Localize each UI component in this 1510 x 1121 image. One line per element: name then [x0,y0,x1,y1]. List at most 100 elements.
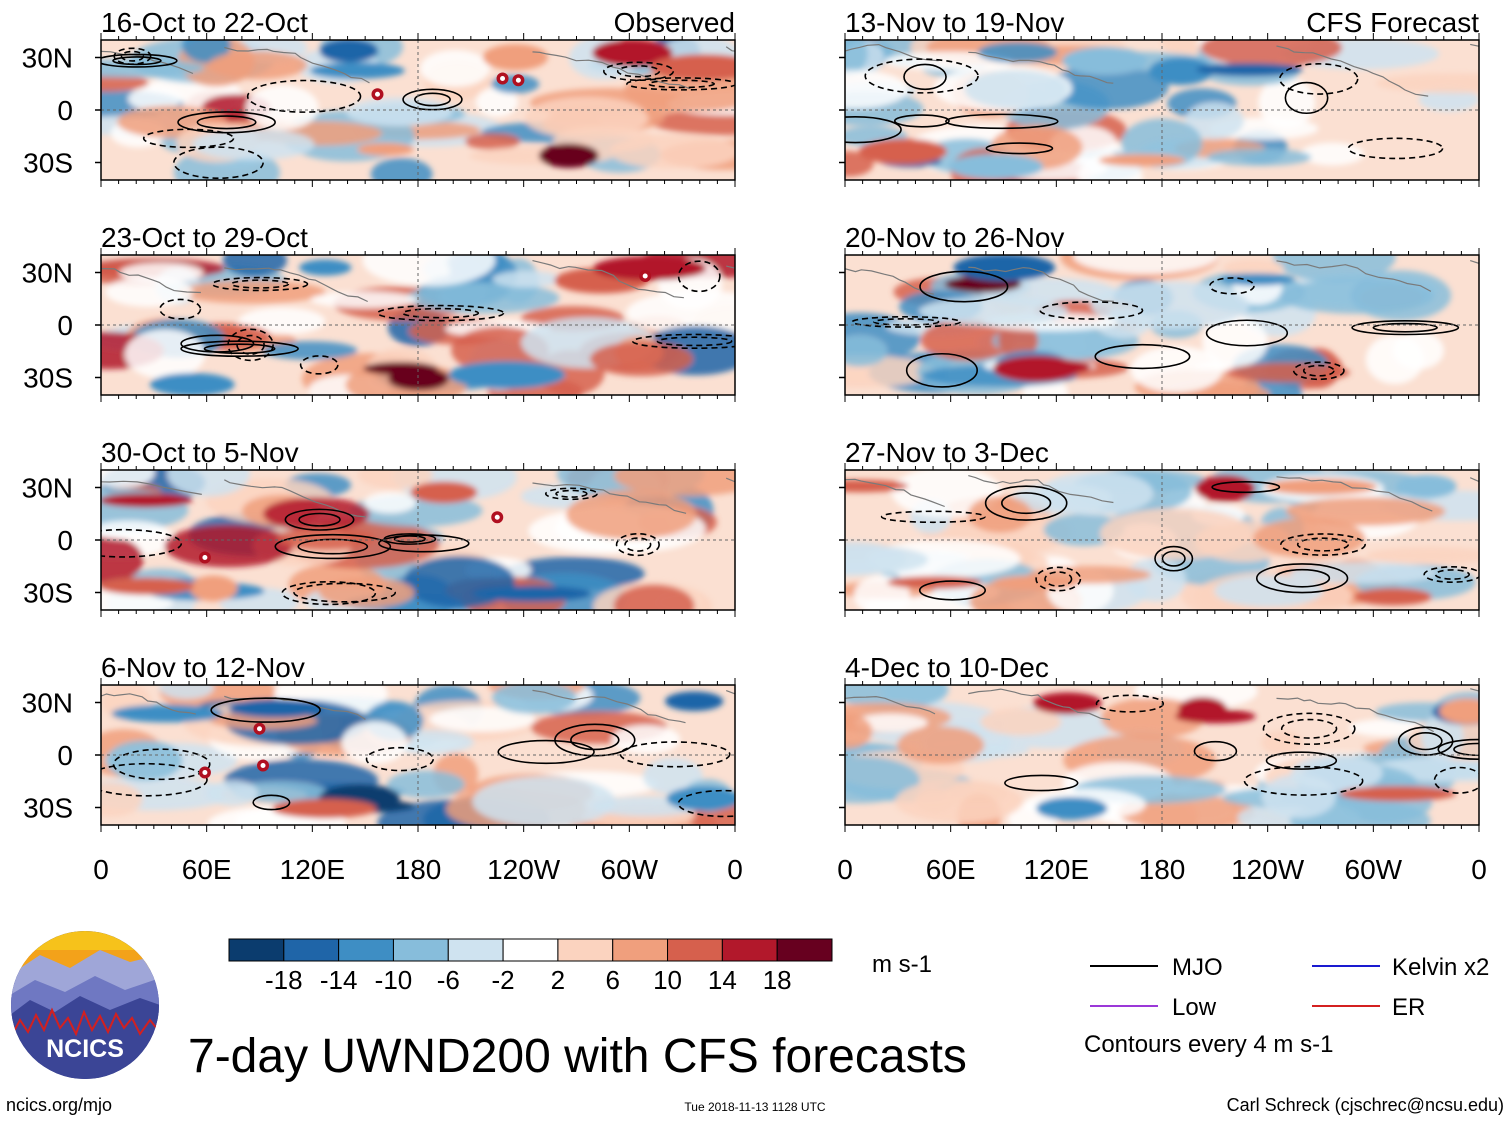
wind-patch [977,41,1058,63]
wind-patch [650,108,735,136]
map-panel: 27-Nov to 3-Dec [839,437,1480,617]
colorbar-swatch [612,938,669,962]
wind-patch [192,128,315,161]
wind-patch [370,158,433,180]
coastlines [845,688,1479,733]
timestamp: Tue 2018-11-13 1128 UTC [684,1100,826,1114]
colorbar-swatch [776,938,833,962]
mjo-contours [880,481,1479,601]
jet-core [650,54,735,81]
contour [297,538,369,555]
contour [905,352,978,388]
jet-core [665,691,724,711]
contour [1280,533,1366,556]
contour [1274,568,1331,588]
jet-core [948,154,1044,179]
x-tick-label: 0 [727,854,743,885]
y-tick-label: 0 [57,95,73,126]
jet-core [410,481,478,504]
legend-label-mjo: MJO [1172,954,1223,981]
colorbar-label: -14 [320,965,358,995]
wind-patch [1261,774,1337,819]
contour [616,65,661,78]
wind-patch [101,73,149,92]
colorbar-swatch [447,938,504,962]
wind-patch [101,520,166,540]
colorbar: -18 -14 -10 -6 -2 2 6 10 14 18 [228,938,833,995]
legend: MJO Kelvin x2 Low ER Contours every 4 m … [1084,954,1489,1058]
contour [298,512,341,527]
wind-patch [1366,546,1479,565]
colorbar-label: -18 [265,965,303,995]
wind-patch [566,489,697,540]
contour [497,739,595,765]
contour [211,276,309,292]
contour [281,580,377,606]
wind-patch [1223,259,1284,277]
wind-patch [101,536,144,584]
wind-patch [1202,316,1268,368]
contour [631,333,735,350]
wind-patch [845,713,873,749]
contour [376,304,505,322]
contour [919,270,1009,303]
jet-core [953,255,1056,282]
map-panel: 30-Oct to 5-Nov 30N 0 30S [22,437,736,617]
wind-patch [1124,558,1187,602]
x-tick-label: 180 [395,854,442,885]
wind-patch [106,740,183,781]
mjo-contours [159,260,735,375]
x-tick-label: 60E [182,854,232,885]
contour [246,79,362,113]
x-tick-label: 0 [93,854,109,885]
contour [120,50,145,62]
panel-title: 16-Oct to 22-Oct [101,7,308,38]
contour [299,355,339,375]
wind-patch [964,70,1068,109]
wind-field [101,470,735,610]
jet-core [1195,475,1255,503]
contour [619,741,731,768]
jet-core [319,40,378,63]
contour [1280,718,1338,739]
contour [918,580,986,601]
wind-patch [206,780,259,806]
x-tick-label: 60E [926,854,976,885]
x-tick-label: 60W [1345,854,1403,885]
contour [615,532,660,557]
wind-patch [609,134,735,169]
colorbar-swatch [283,938,340,962]
storm-icon [257,759,270,772]
map-panel: 4-Dec to 10-Dec [839,652,1480,832]
wind-patch [853,713,928,732]
wind-patch [1279,278,1434,314]
y-tick-label: 30S [23,793,73,824]
x-tick-label: 180 [1139,854,1186,885]
contour [227,328,274,362]
wind-patch [998,322,1039,359]
contour [570,729,620,751]
wind-patch [524,97,648,139]
y-tick-label: 30S [23,363,73,394]
map-panel: 23-Oct to 29-Oct 30N 0 30S [22,222,736,402]
contour [1044,571,1073,587]
storm-icon [491,511,504,524]
jet-core [538,143,599,168]
jet-core [858,138,948,165]
contour [210,697,321,723]
coastlines [101,260,735,303]
wind-patch [1418,87,1479,112]
contour [1434,569,1470,580]
site-url: ncics.org/mjo [6,1095,112,1115]
panel-title: 13-Nov to 19-Nov [845,7,1064,38]
y-tick-label: 30N [22,258,73,289]
x-tick-label: 120E [1024,854,1089,885]
coastlines [845,43,1479,97]
wind-patch [167,470,250,497]
contour [414,92,451,107]
jet-core [1195,63,1303,77]
contour [1372,322,1438,333]
x-axes-layer: 0 60E 120E 180 120W 60W 0 0 60E 120E 180 120W 60W 0 [93,854,1487,885]
wind-patch [1099,507,1252,560]
contour [626,77,735,91]
